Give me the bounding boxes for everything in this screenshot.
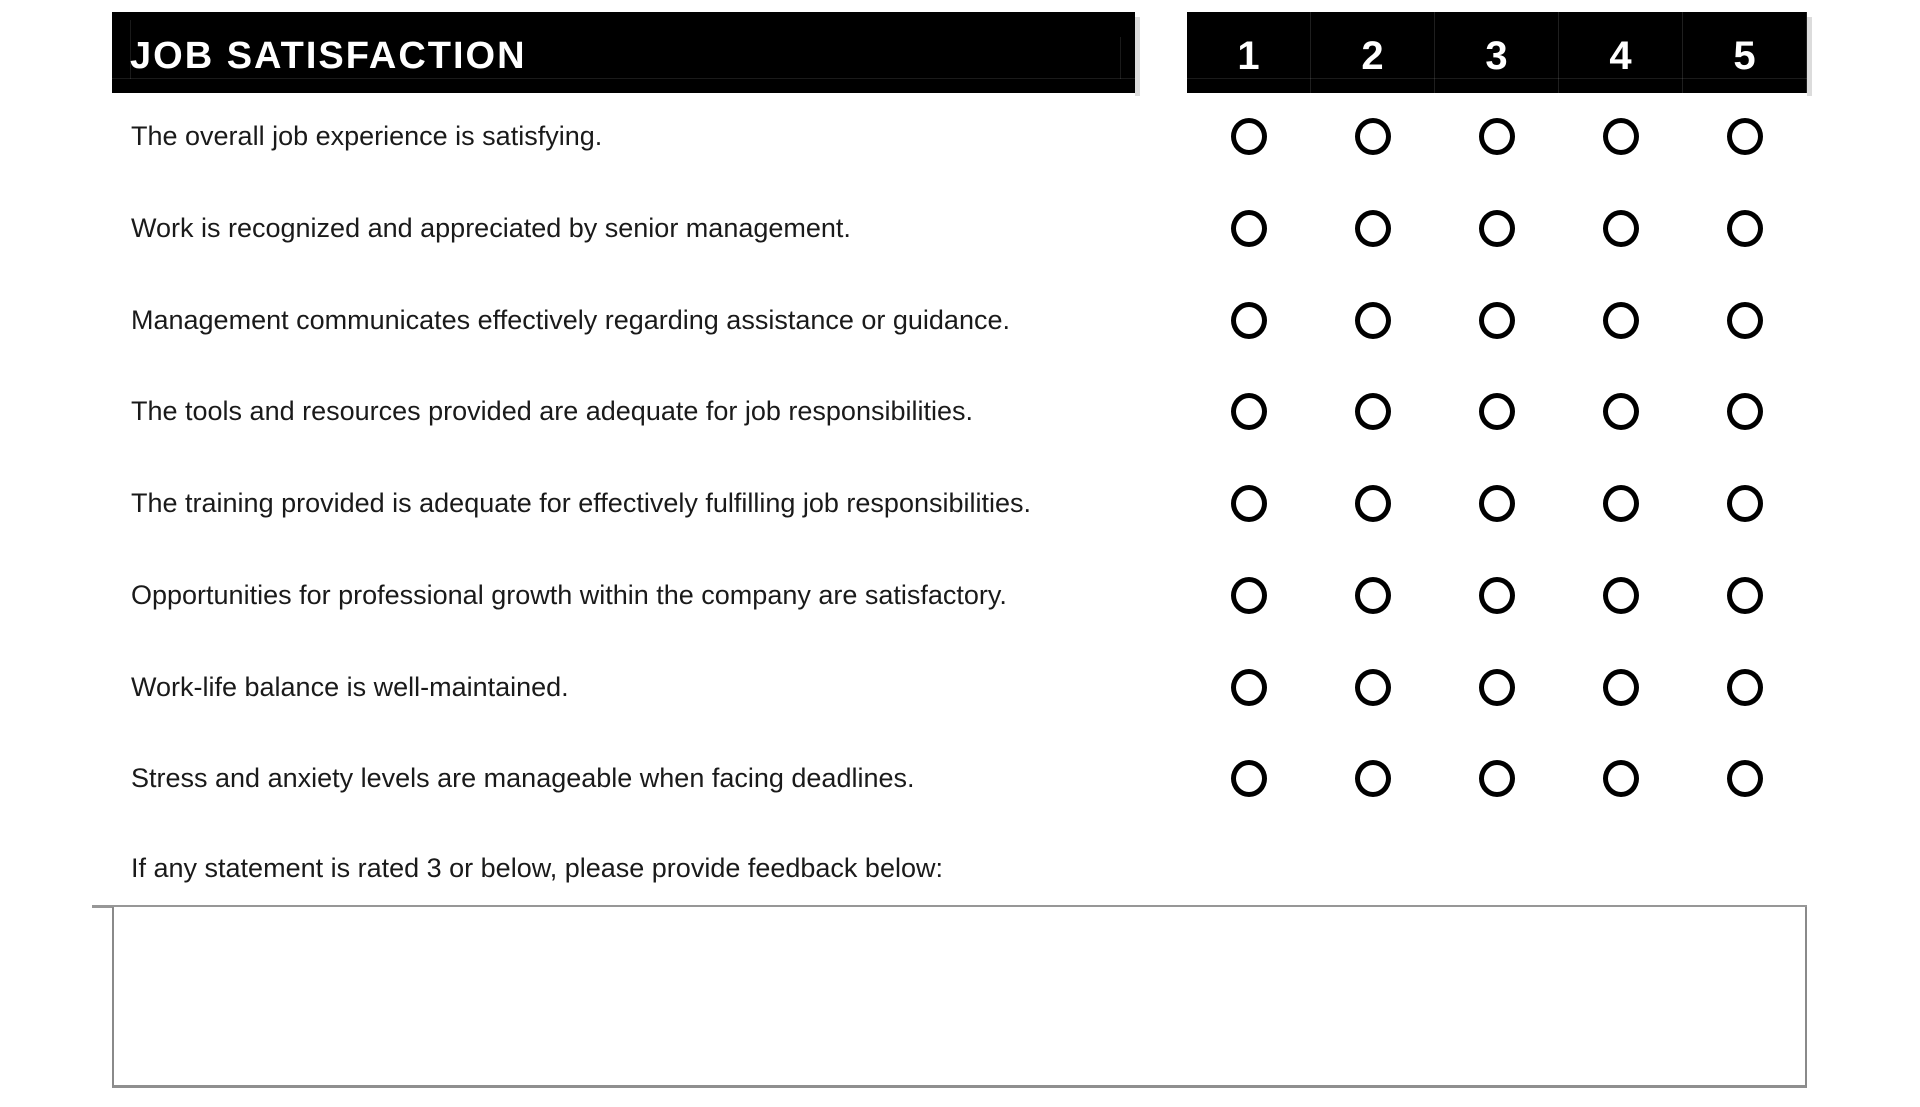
radio-rating-1[interactable]: [1231, 302, 1267, 339]
radio-rating-3[interactable]: [1479, 210, 1515, 247]
feedback-box: [112, 907, 1807, 1088]
radio-rating-5[interactable]: [1727, 760, 1763, 797]
radio-rating-5[interactable]: [1727, 485, 1763, 522]
radio-rating-1[interactable]: [1231, 485, 1267, 522]
radio-rating-5[interactable]: [1727, 393, 1763, 430]
radio-rating-5[interactable]: [1727, 118, 1763, 155]
radio-rating-3[interactable]: [1479, 393, 1515, 430]
radio-rating-4[interactable]: [1603, 210, 1639, 247]
section-title: JOB SATISFACTION: [130, 34, 527, 77]
divider-line: [92, 905, 1807, 908]
radio-rating-1[interactable]: [1231, 210, 1267, 247]
radio-rating-2[interactable]: [1355, 118, 1391, 155]
radio-rating-4[interactable]: [1603, 577, 1639, 614]
statement-row: Management communicates effectively rega…: [0, 301, 1920, 339]
statement-row: Stress and anxiety levels are manageable…: [0, 759, 1920, 797]
statement-row: The tools and resources provided are ade…: [0, 392, 1920, 430]
scale-label-1: 1: [1187, 12, 1311, 93]
statement-row: The overall job experience is satisfying…: [0, 117, 1920, 155]
statement-text: Work-life balance is well-maintained.: [131, 672, 569, 702]
section-header-bar: JOB SATISFACTION: [112, 12, 1140, 96]
radio-rating-4[interactable]: [1603, 760, 1639, 797]
statement-text: Stress and anxiety levels are manageable…: [131, 763, 915, 793]
radio-rating-3[interactable]: [1479, 485, 1515, 522]
gridline: [112, 78, 1135, 79]
statement-row: Work-life balance is well-maintained.: [0, 668, 1920, 706]
gridline: [1187, 78, 1807, 79]
statement-text: Work is recognized and appreciated by se…: [131, 213, 851, 243]
radio-rating-1[interactable]: [1231, 669, 1267, 706]
radio-rating-4[interactable]: [1603, 118, 1639, 155]
radio-rating-2[interactable]: [1355, 577, 1391, 614]
statement-text: The training provided is adequate for ef…: [131, 488, 1032, 518]
feedback-textarea[interactable]: [114, 907, 1805, 1085]
bar-shadow: [1135, 17, 1140, 96]
statement-row: Opportunities for professional growth wi…: [0, 576, 1920, 614]
radio-rating-2[interactable]: [1355, 210, 1391, 247]
statement-row: The training provided is adequate for ef…: [0, 484, 1920, 522]
gridline: [130, 20, 131, 79]
radio-rating-2[interactable]: [1355, 302, 1391, 339]
radio-rating-4[interactable]: [1603, 669, 1639, 706]
radio-rating-5[interactable]: [1727, 669, 1763, 706]
scale-label-2: 2: [1311, 12, 1435, 93]
feedback-prompt: If any statement is rated 3 or below, pl…: [131, 853, 943, 883]
radio-rating-5[interactable]: [1727, 302, 1763, 339]
statement-text: Opportunities for professional growth wi…: [131, 580, 1007, 610]
radio-rating-3[interactable]: [1479, 577, 1515, 614]
radio-rating-4[interactable]: [1603, 302, 1639, 339]
bar-shadow: [1807, 17, 1812, 96]
radio-rating-2[interactable]: [1355, 760, 1391, 797]
scale-label-3: 3: [1435, 12, 1559, 93]
statement-text: Management communicates effectively rega…: [131, 305, 1010, 335]
radio-rating-1[interactable]: [1231, 577, 1267, 614]
statement-text: The overall job experience is satisfying…: [131, 121, 603, 151]
statement-text: The tools and resources provided are ade…: [131, 396, 973, 426]
radio-rating-2[interactable]: [1355, 669, 1391, 706]
radio-rating-1[interactable]: [1231, 393, 1267, 430]
radio-rating-3[interactable]: [1479, 302, 1515, 339]
radio-rating-5[interactable]: [1727, 210, 1763, 247]
gridline: [1120, 37, 1121, 79]
radio-rating-5[interactable]: [1727, 577, 1763, 614]
radio-rating-3[interactable]: [1479, 760, 1515, 797]
radio-rating-1[interactable]: [1231, 760, 1267, 797]
radio-rating-3[interactable]: [1479, 118, 1515, 155]
radio-rating-3[interactable]: [1479, 669, 1515, 706]
radio-rating-2[interactable]: [1355, 485, 1391, 522]
scale-label-4: 4: [1559, 12, 1683, 93]
radio-rating-4[interactable]: [1603, 485, 1639, 522]
scale-label-5: 5: [1683, 12, 1807, 93]
rating-scale-header-bar: 1 2 3 4 5: [1187, 12, 1812, 96]
radio-rating-1[interactable]: [1231, 118, 1267, 155]
statement-row: Work is recognized and appreciated by se…: [0, 209, 1920, 247]
radio-rating-4[interactable]: [1603, 393, 1639, 430]
radio-rating-2[interactable]: [1355, 393, 1391, 430]
